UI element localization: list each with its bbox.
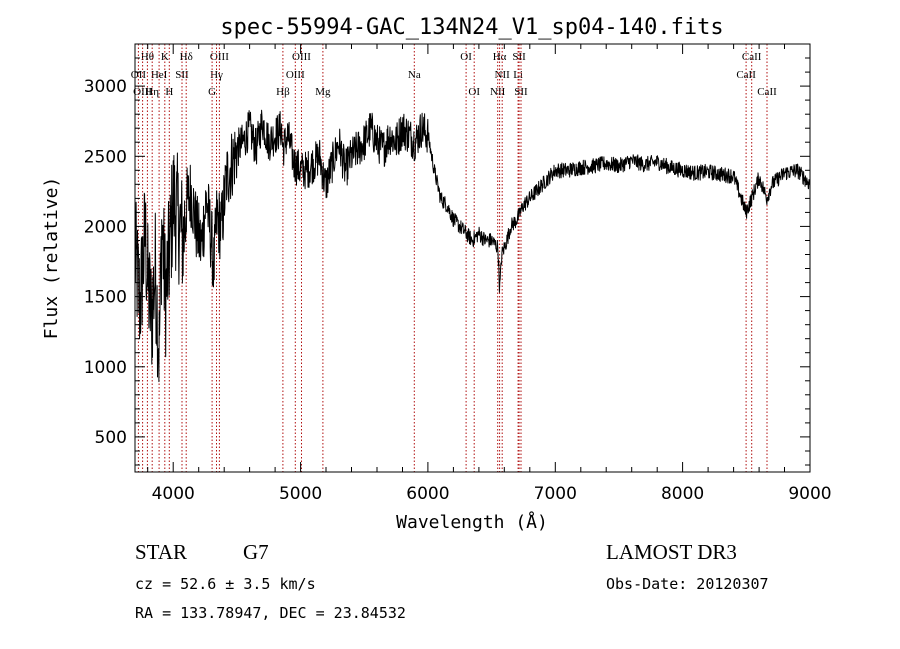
x-tick-label: 9000 [788,484,831,504]
line-label: SII [175,69,189,81]
object-class: STAR [135,540,187,564]
y-tick-label: 2000 [84,217,127,237]
spectrum-line [134,109,810,383]
x-tick-label: 8000 [661,484,704,504]
redshift-cz: cz = 52.6 ± 3.5 km/s [135,575,316,593]
line-label: HeI [151,69,168,81]
line-label: CaII [757,86,777,98]
line-label: Hβ [276,86,290,98]
x-tick-label: 4000 [152,484,195,504]
line-label: OI [460,51,472,63]
line-label: OIII [286,69,305,81]
x-axis-label: Wavelength (Å) [396,511,548,533]
object-subclass: G7 [243,540,269,564]
line-label: Hδ [180,51,193,63]
line-label: OIII [210,51,229,63]
y-tick-label: 1000 [84,358,127,378]
x-tick-label: 6000 [406,484,449,504]
line-label: OII [131,69,147,81]
line-label: K [161,51,169,63]
line-label: Mg [315,86,331,98]
line-label: OIII [133,86,152,98]
line-label: Hγ [210,69,223,81]
line-label: SII [514,86,528,98]
line-label: CaII [742,51,762,63]
line-label: SII [512,51,526,63]
line-label: Hα [493,51,507,63]
y-axis-label: Flux (relative) [41,177,62,340]
line-label: NII [495,69,511,81]
observation-date: Obs-Date: 20120307 [606,575,769,593]
line-label: H [165,86,173,98]
line-label: G [208,86,216,98]
line-label: NII [490,86,506,98]
y-tick-label: 2500 [84,147,127,167]
line-label: Li [513,69,523,81]
y-tick-label: 500 [95,428,127,448]
ra-dec-coordinates: RA = 133.78947, DEC = 23.84532 [135,604,406,622]
survey-name: LAMOST DR3 [606,540,737,564]
x-axis: 4000 5000 6000 7000 8000 9000 [147,44,832,504]
line-label: Na [408,69,421,81]
x-tick-label: 5000 [279,484,322,504]
chart-title: spec-55994-GAC_134N24_V1_sp04-140.fits [220,15,723,40]
line-label: Hθ [141,51,154,63]
line-label: OI [468,86,480,98]
y-tick-label: 1500 [84,288,127,308]
line-label: CaII [736,69,756,81]
line-label: Hη [145,86,159,98]
line-label: OIII [292,51,311,63]
y-tick-label: 3000 [84,77,127,97]
x-tick-label: 7000 [534,484,577,504]
plot-frame [134,43,811,473]
spectrum-series [134,109,810,383]
y-axis: 500 1000 1500 2000 2500 3000 [84,57,810,466]
